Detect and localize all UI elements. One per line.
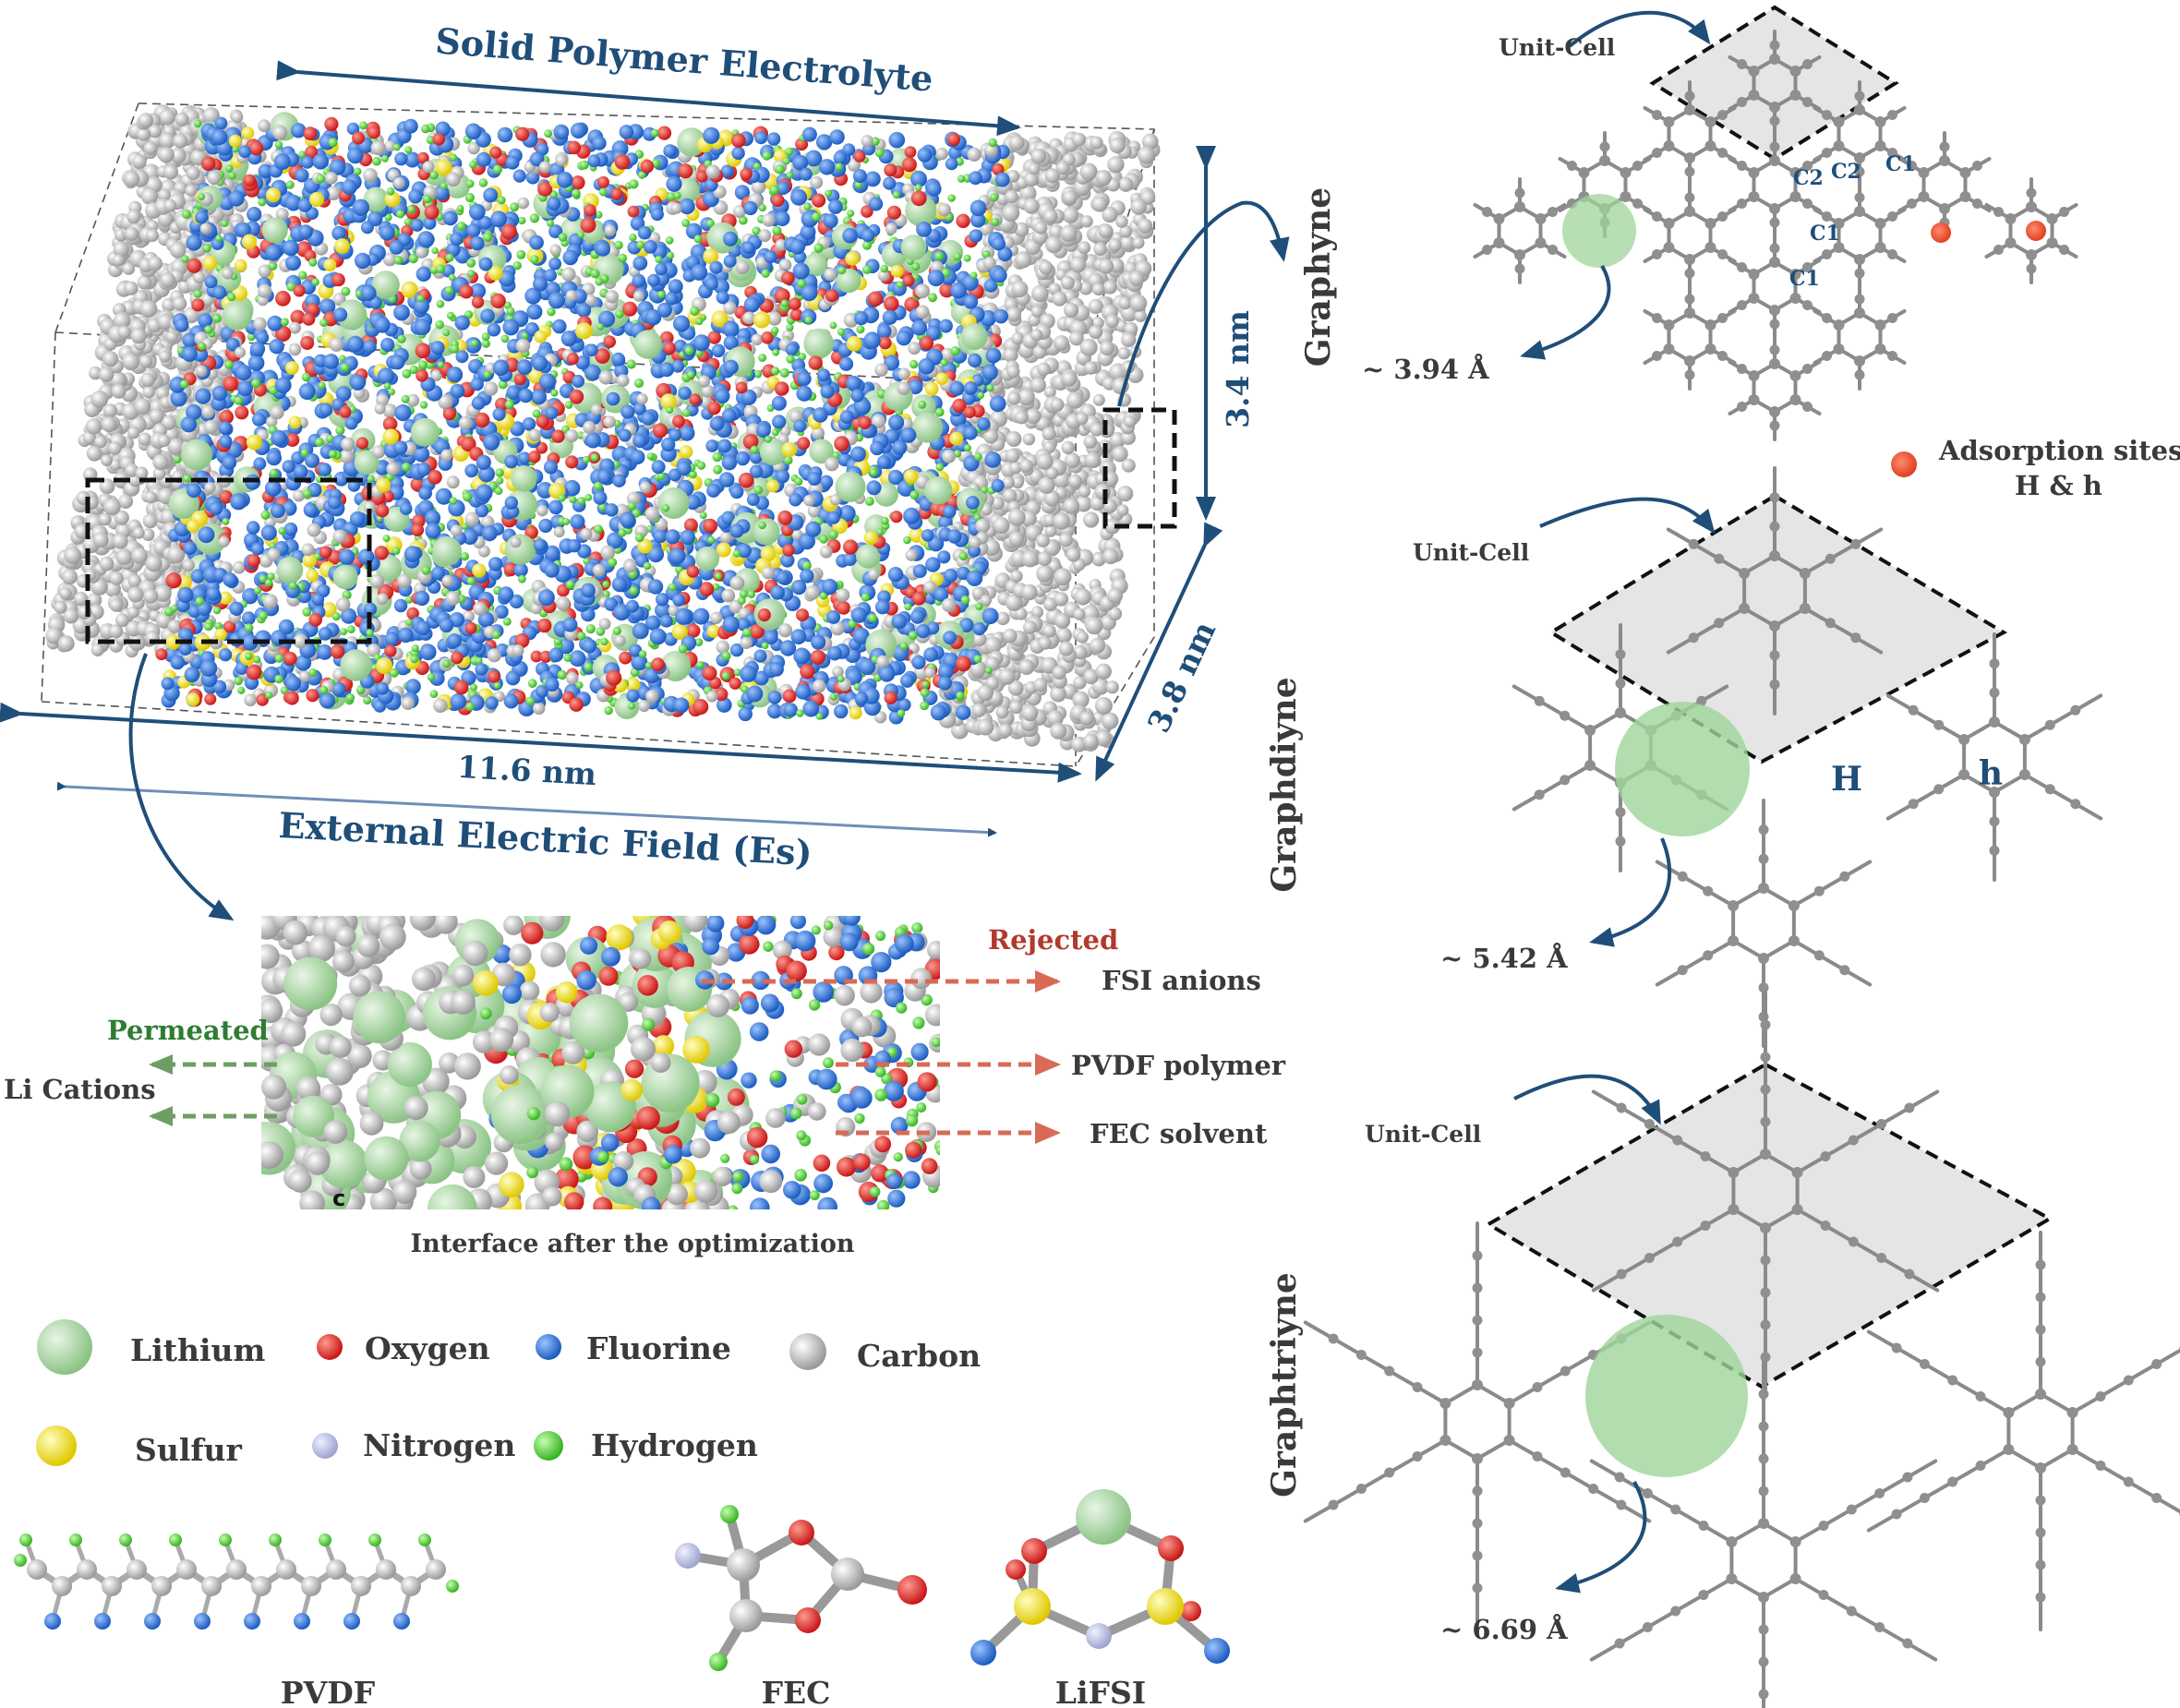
interface-corner-mark: c [332, 1185, 345, 1211]
spe-width-arrow [276, 60, 1021, 137]
legend-hydrogen: Hydrogen [534, 1427, 758, 1463]
site-label-c2-a: C2 [1793, 166, 1824, 190]
graphtriyne-unit-cell-label: Unit-Cell [1365, 1121, 1481, 1148]
lifsi-label: LiFSI [1055, 1675, 1146, 1708]
graphtriyne-unit-cell-arrow [1513, 1074, 1661, 1125]
legend-fluorine: Fluorine [536, 1330, 731, 1366]
pvdf-polymer-label: PVDF polymer [1071, 1050, 1286, 1081]
carbon-atom-icon [789, 1333, 826, 1370]
graphyne-pore-label: ~ 3.94 Å [1362, 353, 1489, 385]
adsorption-site-icon [1891, 451, 1917, 477]
interface-caption: Interface after the optimization [411, 1230, 855, 1258]
rejected-label: Rejected [988, 924, 1118, 956]
legend-lithium: Lithium [37, 1319, 266, 1375]
adsorption-site-1 [1931, 223, 1951, 243]
site-label-c2-b: C2 [1831, 160, 1861, 184]
fec-molecule [675, 1505, 927, 1671]
graphtriyne-pore-label: ~ 6.69 Å [1440, 1613, 1568, 1645]
depth-label: 3.8 nm [1140, 616, 1222, 738]
graphyne-lattice [1473, 30, 2078, 441]
lifsi-molecule [970, 1489, 1230, 1666]
nitrogen-atom-icon [312, 1433, 338, 1459]
electrolyte-atoms [155, 112, 1020, 725]
graphyne-pore-li [1562, 194, 1636, 268]
li-cations-label: Li Cations [4, 1074, 156, 1105]
graphdiyne-unit-cell-label: Unit-Cell [1413, 539, 1529, 566]
graphyne-name: Graphyne [1299, 187, 1338, 367]
site-label-c1-b: C1 [1810, 222, 1840, 246]
field-label: External Electric Field (Es) [278, 804, 813, 873]
adsorption-legend: Adsorption sites H & h [1891, 435, 2180, 501]
graphyne-unit-cell-label: Unit-Cell [1499, 34, 1615, 61]
field-arrow [56, 781, 997, 837]
lithium-atom-icon [37, 1319, 92, 1375]
depth-arrow [1095, 522, 1223, 782]
graphdiyne-unit-cell-arrow [1539, 497, 1716, 535]
graphtriyne-name: Graphtriyne [1265, 1272, 1304, 1498]
adsorption-site-2 [2026, 221, 2046, 241]
graphyne-pore-arrow [1520, 264, 1611, 360]
graphtriyne-lattice [1303, 991, 2180, 1708]
graphdiyne-pore-arrow [1589, 837, 1672, 947]
length-arrow [0, 702, 1082, 783]
site-label-c1-c: C1 [1789, 267, 1820, 291]
callout-arrow-interface [128, 653, 235, 921]
legend-oxygen: Oxygen [317, 1330, 490, 1366]
permeated-label: Permeated [107, 1015, 269, 1046]
site-label-c1-a: C1 [1885, 152, 1916, 176]
fec-label: FEC [762, 1675, 831, 1708]
oxygen-atom-icon [317, 1334, 343, 1360]
interface-zoom: c [261, 916, 940, 1211]
simulation-box [41, 102, 1177, 767]
graphtriyne-panel: Unit-Cell ~ 6.69 Å Graphtriyne [1265, 991, 2180, 1708]
graphyne-panel: Unit-Cell ~ 3.94 Å Graphyne C2 C2 C1 C1 … [1299, 5, 2078, 441]
length-label: 11.6 nm [456, 749, 597, 792]
graphtriyne-pore-li [1585, 1315, 1748, 1477]
pvdf-label: PVDF [281, 1675, 375, 1708]
atom-legend: Lithium Oxygen Fluorine Carbon Sulfur Ni… [36, 1319, 981, 1468]
site-label-H: H [1831, 760, 1862, 799]
callout-arrow-membrane [1117, 200, 1290, 407]
graphdiyne-name: Graphdiyne [1265, 677, 1304, 892]
fsi-anions-label: FSI anions [1102, 965, 1261, 996]
sulfur-atom-icon [36, 1425, 77, 1466]
legend-carbon: Carbon [789, 1333, 981, 1374]
graphtriyne-pore-arrow [1555, 1481, 1647, 1594]
graphdiyne-panel: Unit-Cell ~ 5.42 Å Graphdiyne H h [1265, 466, 2103, 1048]
site-label-h: h [1979, 754, 2003, 793]
fec-solvent-label: FEC solvent [1090, 1118, 1268, 1149]
height-label: 3.4 nm [1220, 310, 1256, 428]
zoom-region-left [85, 477, 372, 644]
graphdiyne-pore-label: ~ 5.42 Å [1440, 942, 1568, 974]
legend-sulfur: Sulfur [36, 1425, 243, 1468]
graphyne-unit-cell-arrow [1568, 10, 1711, 48]
hydrogen-atom-icon [534, 1431, 563, 1461]
pvdf-molecule [14, 1534, 459, 1630]
fluorine-atom-icon [536, 1334, 561, 1360]
graphdiyne-pore-li [1615, 702, 1750, 836]
legend-nitrogen: Nitrogen [312, 1427, 515, 1463]
